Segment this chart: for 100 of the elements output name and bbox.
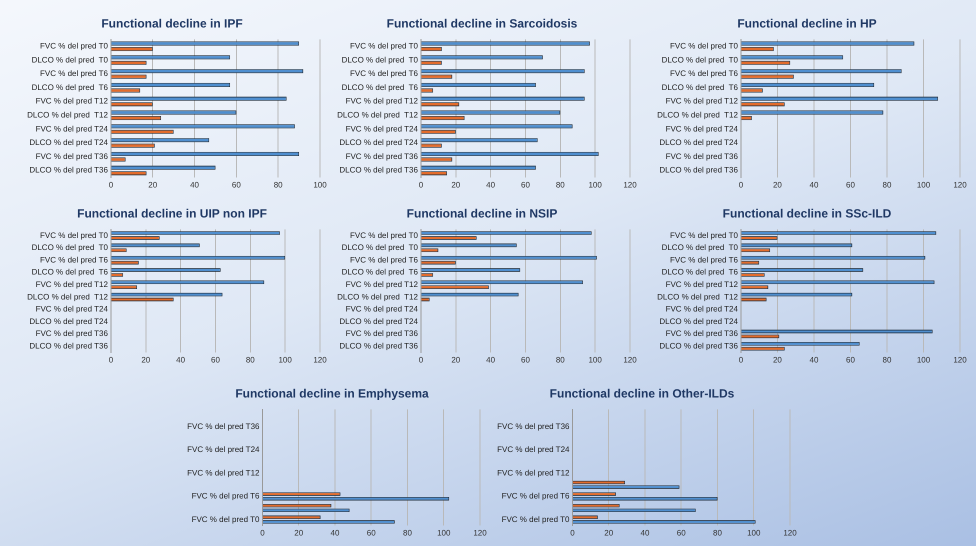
x-tick-label: 60	[232, 180, 242, 190]
x-tick-label: 20	[772, 180, 782, 190]
x-tick-label: 120	[623, 355, 638, 364]
y-tick-label: DLCO % del pred T24	[339, 316, 418, 326]
y-tick-label: FVC % del pred T24	[187, 445, 260, 454]
y-tick-label: FVC % del pred T6	[670, 255, 738, 264]
y-tick-label: DLCO % del pred T6	[662, 82, 738, 92]
y-tick-label: FVC % del pred T12	[187, 468, 260, 478]
y-tick-label: DLCO % del pred T12	[27, 292, 108, 302]
x-tick-label: 120	[473, 528, 488, 538]
y-tick-label: DLCO % del pred T6	[32, 82, 108, 92]
x-tick-label: 0	[260, 528, 266, 538]
y-tick-label: DLCO % del pred T6	[342, 268, 418, 277]
y-tick-label: FVC % del pred T12	[346, 280, 418, 289]
y-tick-label: FVC % del pred T24	[346, 124, 418, 134]
y-tick-label: DLCO % del pred T6	[662, 268, 738, 277]
x-tick-label: 40	[809, 180, 819, 190]
y-tick-label: FVC % del pred T0	[350, 230, 418, 240]
y-tick-label: FVC % del pred T36	[187, 422, 260, 432]
x-tick-label: 120	[623, 180, 638, 190]
chart-title: Functional decline in UIP non IPF	[77, 206, 267, 221]
y-tick-label: DLCO % del pred T12	[27, 110, 108, 120]
x-tick-label: 100	[588, 355, 602, 364]
y-tick-label: DLCO % del pred T0	[342, 243, 418, 252]
y-tick-label: FVC % del pred T12	[497, 468, 570, 478]
y-tick-label: FVC % del pred T12	[36, 96, 108, 106]
chart-title: Functional decline in Emphysema	[235, 386, 430, 401]
y-tick-label: FVC % del pred T0	[350, 42, 418, 51]
x-tick-label: 20	[294, 528, 304, 538]
x-tick-label: 20	[141, 355, 151, 364]
chart-title: Functional decline in Sarcoidosis	[386, 16, 578, 31]
x-tick-label: 40	[640, 528, 650, 538]
y-tick-label: FVC % del pred T0	[670, 230, 738, 240]
x-tick-label: 0	[418, 180, 424, 190]
y-tick-label: FVC % del pred T24	[36, 304, 108, 314]
x-tick-label: 0	[108, 180, 114, 190]
x-tick-label: 40	[176, 355, 186, 364]
y-tick-label: FVC % del pred T24	[497, 445, 570, 454]
x-tick-label: 20	[604, 528, 614, 538]
y-tick-label: DLCO % del pred T0	[32, 243, 108, 252]
x-tick-label: 40	[486, 180, 496, 190]
x-tick-label: 80	[274, 180, 284, 190]
x-tick-label: 0	[418, 355, 424, 364]
y-tick-label: FVC % del pred T36	[497, 422, 570, 432]
y-tick-label: FVC % del pred T0	[40, 230, 108, 240]
y-tick-label: FVC % del pred T0	[670, 42, 738, 51]
y-tick-label: DLCO % del pred T36	[339, 166, 418, 175]
y-tick-label: DLCO % del pred T36	[339, 341, 418, 350]
y-tick-label: FVC % del pred T6	[192, 492, 260, 501]
y-tick-label: DLCO % del pred T24	[29, 316, 108, 326]
y-tick-label: DLCO % del pred T36	[29, 341, 108, 350]
y-tick-label: FVC % del pred T36	[346, 329, 418, 338]
x-tick-label: 60	[521, 355, 530, 364]
x-tick-label: 100	[278, 355, 292, 364]
x-tick-label: 100	[588, 180, 602, 190]
x-tick-label: 100	[747, 528, 761, 538]
y-tick-label: FVC % del pred T36	[36, 329, 108, 338]
x-tick-label: 80	[713, 528, 722, 538]
chart-title: Functional decline in SSc-ILD	[722, 206, 892, 221]
y-tick-label: FVC % del pred T36	[666, 329, 738, 338]
y-tick-label: FVC % del pred T36	[36, 152, 108, 161]
x-tick-label: 60	[521, 180, 530, 190]
x-tick-label: 40	[486, 355, 496, 364]
chart-title: Functional decline in IPF	[101, 16, 243, 31]
y-tick-label: FVC % del pred T6	[350, 255, 418, 264]
y-tick-label: DLCO % del pred T0	[32, 55, 108, 64]
y-tick-label: FVC % del pred T12	[36, 280, 108, 289]
y-tick-label: FVC % del pred T12	[346, 96, 418, 106]
x-tick-label: 120	[313, 355, 328, 364]
x-tick-label: 0	[738, 180, 744, 190]
x-tick-label: 60	[676, 528, 686, 538]
x-tick-label: 0	[570, 528, 576, 538]
x-tick-label: 100	[313, 180, 328, 190]
x-tick-label: 80	[403, 528, 412, 538]
x-tick-label: 20	[451, 355, 461, 364]
y-tick-label: DLCO % del pred T24	[339, 138, 418, 148]
y-tick-label: DLCO % del pred T24	[659, 138, 738, 148]
y-tick-label: DLCO % del pred T6	[342, 82, 418, 92]
y-tick-label: DLCO % del pred T12	[337, 110, 418, 120]
x-tick-label: 100	[916, 355, 931, 364]
y-tick-label: FVC % del pred T6	[670, 69, 738, 78]
y-tick-label: FVC % del pred T6	[350, 69, 418, 78]
x-tick-label: 40	[330, 528, 340, 538]
x-tick-label: 100	[437, 528, 451, 538]
y-tick-label: DLCO % del pred T36	[659, 341, 738, 350]
y-tick-label: FVC % del pred T0	[40, 42, 108, 51]
y-tick-label: DLCO % del pred T24	[659, 316, 738, 326]
x-tick-label: 20	[148, 180, 158, 190]
chart-title: Functional decline in NSIP	[406, 206, 558, 221]
x-tick-label: 20	[772, 355, 782, 364]
x-tick-label: 80	[556, 180, 566, 190]
x-tick-label: 40	[809, 355, 819, 364]
y-tick-label: DLCO % del pred T36	[29, 166, 108, 175]
y-tick-label: FVC % del pred T0	[192, 514, 260, 524]
y-tick-label: DLCO % del pred T0	[662, 243, 738, 252]
x-tick-label: 120	[953, 180, 968, 190]
x-tick-label: 0	[108, 355, 114, 364]
chart-title: Functional decline in HP	[737, 16, 877, 31]
x-tick-label: 60	[846, 180, 856, 190]
y-tick-label: DLCO % del pred T12	[657, 292, 738, 302]
